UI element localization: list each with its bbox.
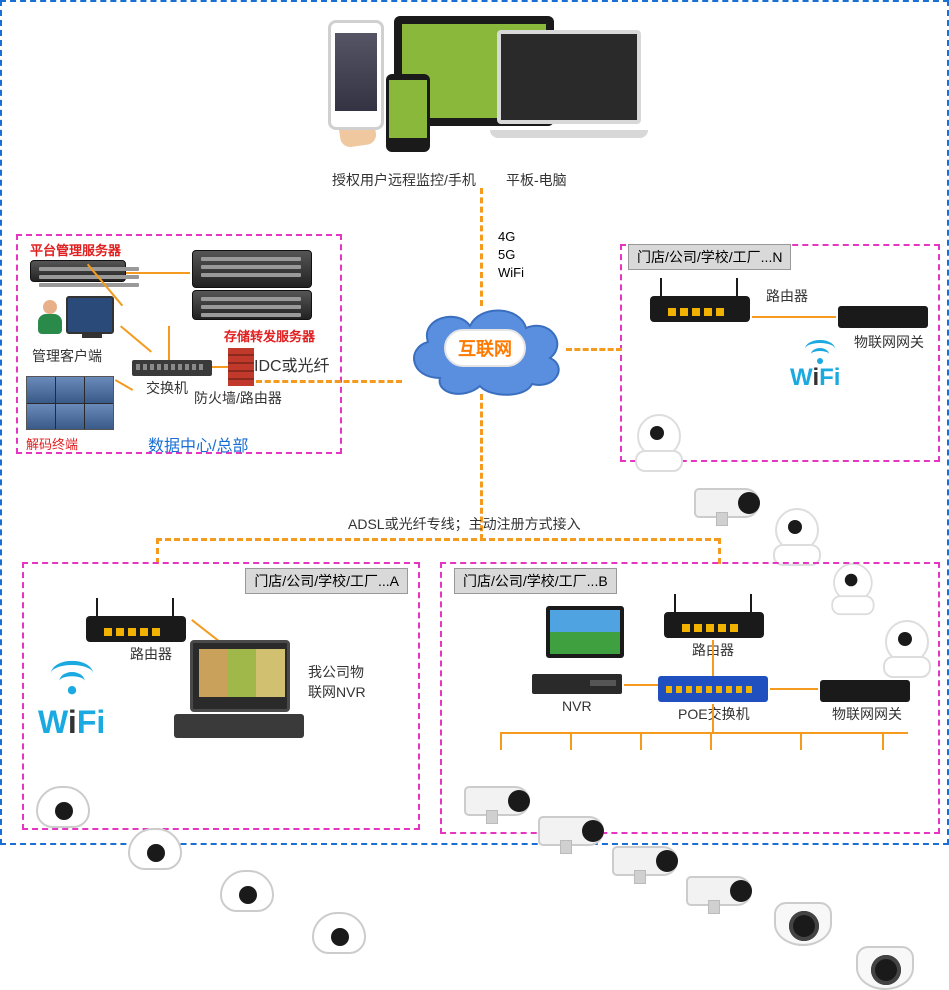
bullet-b2	[538, 816, 604, 846]
dc-line-3	[168, 326, 170, 360]
connector-left	[256, 380, 402, 383]
site-n-title: 门店/公司/学校/工厂...N	[628, 244, 791, 270]
ptz-cam-1	[634, 414, 682, 472]
switch-icon	[132, 360, 212, 376]
decoder-label: 解码终端	[26, 434, 78, 453]
client-label: 管理客户端	[32, 346, 102, 366]
dome-a1	[36, 786, 90, 828]
cloud-label: 互联网	[444, 329, 526, 367]
poe-switch-icon	[658, 676, 768, 702]
ptz-cam-2	[772, 508, 820, 566]
client-devices	[328, 10, 638, 160]
label-wifi: WiFi	[498, 264, 524, 282]
connector-bottom-h	[156, 538, 720, 541]
site-a-wifi-icon	[54, 664, 90, 694]
site-a-box: 门店/公司/学校/工厂...A 路由器 WiFi 我公司物联网NVR	[22, 562, 420, 830]
firewall-icon	[228, 348, 254, 386]
site-b-gateway-label: 物联网网关	[832, 704, 902, 724]
sb-drop4	[710, 732, 712, 750]
sb-line-h2	[770, 688, 818, 690]
top-link-labels: 4G 5G WiFi	[498, 228, 524, 282]
site-a-nvr-label: 我公司物联网NVR	[308, 662, 368, 702]
site-a-title: 门店/公司/学校/工厂...A	[245, 568, 408, 594]
site-n-router-icon	[650, 296, 750, 322]
sb-drop2	[570, 732, 572, 750]
datacenter-box: 平台管理服务器 存储转发服务器 管理客户端 交换机 防火墙/路由器 解码终端 数…	[16, 234, 342, 454]
switch-label: 交换机	[146, 378, 188, 398]
phone-device	[328, 20, 384, 130]
cloud-label-wrap: 互联网	[400, 298, 570, 398]
sb-drop3	[640, 732, 642, 750]
sb-drop5	[800, 732, 802, 750]
sb-drop6	[882, 732, 884, 750]
phone-small	[386, 74, 430, 152]
connector-br-v	[718, 538, 721, 564]
sb-drop1	[500, 732, 502, 750]
connector-top	[480, 188, 483, 306]
idc-label: IDC或光纤	[254, 352, 330, 376]
site-b-nvr-label: NVR	[562, 698, 592, 714]
bullet-b4	[686, 876, 752, 906]
videowall-icon	[26, 376, 114, 430]
storage-server-icon	[192, 250, 312, 288]
dome-a2	[128, 828, 182, 870]
top-right-caption: 平板-电脑	[506, 170, 567, 190]
platform-server-label: 平台管理服务器	[30, 240, 121, 259]
dc-line-5	[212, 366, 228, 368]
dome-b1	[774, 902, 832, 946]
diagram-canvas: 授权用户远程监控/手机 平板-电脑 4G 5G WiFi 互联网 平台管理服务器…	[0, 0, 949, 845]
site-n-line	[752, 316, 836, 318]
connector-right	[566, 348, 622, 351]
operator-icon	[36, 300, 64, 336]
site-a-router-icon	[86, 616, 186, 642]
sb-line-h1	[624, 684, 658, 686]
dome-a4	[312, 912, 366, 954]
site-n-gateway-label: 物联网网关	[854, 332, 924, 352]
top-left-caption: 授权用户远程监控/手机	[332, 170, 476, 190]
dome-a3	[220, 870, 274, 912]
label-4g: 4G	[498, 228, 524, 246]
site-a-router-label: 路由器	[130, 644, 172, 664]
bullet-b1	[464, 786, 530, 816]
site-b-title: 门店/公司/学校/工厂...B	[454, 568, 617, 594]
dc-line-4	[120, 325, 152, 352]
site-a-nvr-icon	[190, 640, 290, 712]
client-monitor-icon	[66, 296, 114, 334]
storage-server-label: 存储转发服务器	[224, 326, 315, 345]
adsl-label: ADSL或光纤专线；主动注册方式接入	[348, 514, 581, 534]
site-b-router-icon	[664, 612, 764, 638]
site-a-wifi-label: WiFi	[38, 704, 105, 741]
sb-line-v2	[712, 704, 714, 732]
bullet-b3	[612, 846, 678, 876]
datacenter-title: 数据中心/总部	[148, 432, 248, 456]
site-n-gateway-icon	[838, 306, 928, 328]
site-a-nvr-base	[174, 714, 304, 738]
laptop-device	[494, 30, 644, 138]
dc-line-2	[126, 272, 190, 274]
site-b-box: 门店/公司/学校/工厂...B 路由器 NVR POE交换机 物联网网关	[440, 562, 940, 834]
internet-cloud: 互联网	[400, 298, 570, 398]
dome-b2	[856, 946, 914, 990]
site-b-monitor-icon	[546, 606, 624, 658]
site-b-nvr-icon	[532, 674, 622, 694]
site-b-gateway-icon	[820, 680, 910, 702]
bullet-cam-n	[694, 488, 760, 518]
sb-bus	[500, 732, 908, 734]
platform-server-icon	[30, 260, 126, 282]
storage-server-icon-2	[192, 290, 312, 320]
site-n-box: 门店/公司/学校/工厂...N 路由器 物联网网关 WiFi	[620, 244, 940, 462]
sb-line-v1	[712, 640, 714, 676]
dc-line-6	[115, 379, 133, 391]
site-n-wifi-label: WiFi	[790, 364, 840, 392]
firewall-label: 防火墙/路由器	[194, 388, 282, 408]
site-n-router-label: 路由器	[766, 286, 808, 306]
label-5g: 5G	[498, 246, 524, 264]
connector-bl-v	[156, 538, 159, 564]
